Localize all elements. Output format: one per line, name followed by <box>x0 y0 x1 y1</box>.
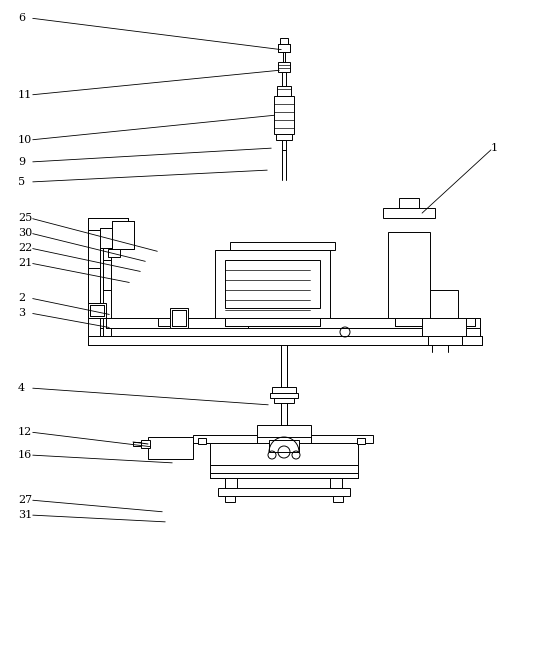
Bar <box>112 221 134 249</box>
Text: 31: 31 <box>18 510 32 520</box>
Bar <box>88 268 100 303</box>
Bar <box>108 249 120 257</box>
Text: 12: 12 <box>18 427 32 437</box>
Bar <box>106 318 248 328</box>
Bar <box>210 443 358 465</box>
Text: 27: 27 <box>18 495 32 505</box>
Bar <box>113 222 121 228</box>
Bar <box>357 438 365 444</box>
Bar <box>88 303 106 318</box>
Bar <box>422 318 466 336</box>
Bar <box>428 336 462 345</box>
Bar <box>103 260 111 290</box>
Bar <box>210 473 358 478</box>
Bar <box>88 218 100 336</box>
Bar <box>383 208 435 218</box>
Bar <box>278 44 290 52</box>
Bar <box>277 86 291 96</box>
Bar <box>103 260 111 290</box>
Bar <box>90 328 480 336</box>
Bar <box>282 140 286 150</box>
Bar <box>158 318 170 326</box>
Bar <box>230 242 335 250</box>
Bar <box>210 465 358 473</box>
Bar <box>282 72 286 86</box>
Bar <box>88 336 482 345</box>
Text: 16: 16 <box>18 450 32 460</box>
Bar <box>388 232 430 318</box>
Bar <box>270 393 298 398</box>
Text: 4: 4 <box>18 383 25 393</box>
Bar <box>399 198 419 208</box>
Bar <box>210 473 358 478</box>
Bar <box>333 496 343 502</box>
Bar <box>274 398 294 403</box>
Text: 10: 10 <box>18 135 32 145</box>
Bar <box>90 328 480 336</box>
Bar <box>225 318 320 326</box>
Bar <box>272 387 296 393</box>
Bar <box>100 228 114 248</box>
Bar <box>428 336 462 345</box>
Bar <box>88 218 128 230</box>
Bar <box>172 310 186 326</box>
Bar <box>278 62 290 72</box>
Text: 9: 9 <box>18 157 25 167</box>
Bar <box>276 134 292 140</box>
Bar <box>311 435 373 443</box>
Bar <box>395 318 475 326</box>
Bar <box>100 228 114 248</box>
Text: 2: 2 <box>18 293 25 303</box>
Text: 6: 6 <box>18 13 25 23</box>
Bar <box>274 96 294 134</box>
Bar <box>215 250 330 318</box>
Bar <box>172 310 186 326</box>
Bar <box>90 318 480 328</box>
Bar <box>133 442 141 446</box>
Text: 11: 11 <box>18 90 32 100</box>
Bar <box>278 44 290 52</box>
Text: 3: 3 <box>18 308 25 318</box>
Bar <box>281 345 287 387</box>
Bar <box>112 221 134 249</box>
Text: 21: 21 <box>18 258 32 268</box>
Bar <box>225 318 320 326</box>
Bar <box>193 435 257 443</box>
Bar <box>90 305 104 316</box>
Bar <box>269 440 299 452</box>
Bar <box>330 478 342 488</box>
Bar <box>225 260 320 308</box>
Bar <box>218 488 350 496</box>
Bar <box>88 218 128 230</box>
Bar <box>88 336 482 345</box>
Bar <box>281 403 287 425</box>
Bar <box>88 218 128 230</box>
Bar <box>113 222 121 228</box>
Text: 1: 1 <box>491 143 498 153</box>
Bar <box>225 478 237 488</box>
Bar <box>257 425 311 437</box>
Text: 30: 30 <box>18 228 32 238</box>
Bar <box>280 38 288 44</box>
Bar <box>395 318 475 326</box>
Text: 22: 22 <box>18 243 32 253</box>
Bar <box>148 437 193 459</box>
Bar <box>90 305 104 316</box>
Bar <box>106 318 248 328</box>
Text: 25: 25 <box>18 213 32 223</box>
Bar <box>430 290 458 318</box>
Bar <box>90 318 480 336</box>
Bar <box>225 496 235 502</box>
Bar <box>141 440 150 448</box>
Bar <box>88 268 100 303</box>
Bar <box>170 308 188 328</box>
Bar <box>198 438 206 444</box>
Bar <box>103 248 111 336</box>
Text: 5: 5 <box>18 177 25 187</box>
